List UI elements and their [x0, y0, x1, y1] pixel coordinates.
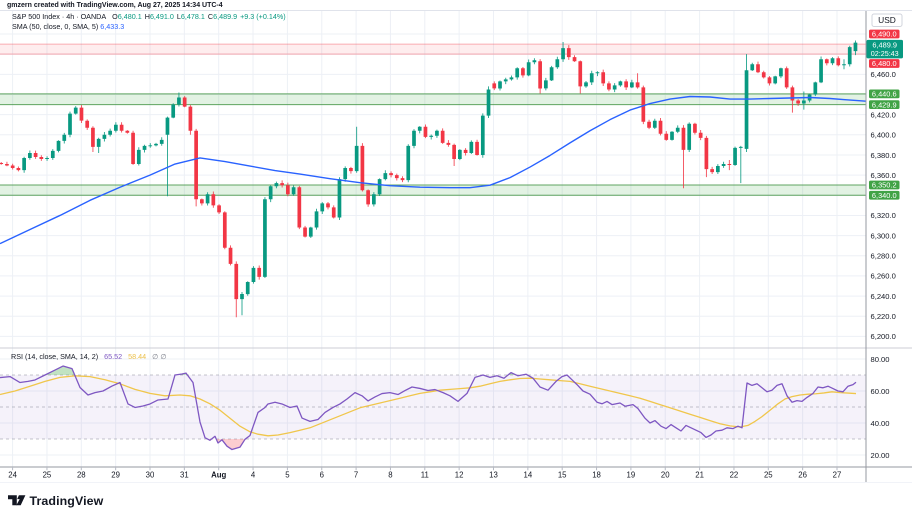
svg-text:60.00: 60.00	[871, 387, 890, 396]
svg-text:80.00: 80.00	[871, 355, 890, 364]
svg-text:6,480.0: 6,480.0	[872, 59, 897, 68]
svg-text:SMA (50, close, 0, SMA, 5) 6,4: SMA (50, close, 0, SMA, 5) 6,433.3	[12, 22, 124, 31]
svg-text:6,350.2: 6,350.2	[872, 181, 897, 190]
svg-text:6,200.0: 6,200.0	[871, 332, 896, 341]
svg-text:20.00: 20.00	[871, 451, 890, 460]
svg-text:21: 21	[695, 471, 704, 480]
svg-text:29: 29	[111, 471, 120, 480]
svg-text:25: 25	[764, 471, 773, 480]
svg-text:27: 27	[833, 471, 842, 480]
svg-text:6,489.9: 6,489.9	[872, 41, 897, 50]
svg-text:6,460.0: 6,460.0	[871, 70, 896, 79]
svg-text:22: 22	[730, 471, 739, 480]
svg-text:6,420.0: 6,420.0	[871, 110, 896, 119]
svg-text:28: 28	[77, 471, 86, 480]
svg-text:19: 19	[627, 471, 636, 480]
svg-text:6,340.0: 6,340.0	[872, 191, 897, 200]
svg-text:6,280.0: 6,280.0	[871, 252, 896, 261]
svg-text:4: 4	[251, 471, 256, 480]
svg-text:gmzern created with TradingVie: gmzern created with TradingView.com, Aug…	[7, 2, 223, 9]
svg-text:6,360.0: 6,360.0	[871, 171, 896, 180]
svg-text:7: 7	[354, 471, 358, 480]
svg-text:TradingView: TradingView	[30, 494, 104, 508]
svg-text:5: 5	[285, 471, 290, 480]
svg-text:31: 31	[180, 471, 189, 480]
svg-text:6,320.0: 6,320.0	[871, 211, 896, 220]
svg-text:USD: USD	[878, 15, 896, 25]
svg-text:RSI (14, close, SMA, 14, 2) 65: RSI (14, close, SMA, 14, 2) 65.52 58.44 …	[11, 352, 167, 361]
svg-text:6,260.0: 6,260.0	[871, 272, 896, 281]
svg-text:24: 24	[8, 471, 17, 480]
svg-text:18: 18	[592, 471, 601, 480]
svg-text:02:25:43: 02:25:43	[871, 49, 899, 58]
svg-text:11: 11	[421, 471, 429, 480]
svg-text:6,300.0: 6,300.0	[871, 231, 896, 240]
svg-text:13: 13	[489, 471, 498, 480]
svg-text:6,240.0: 6,240.0	[871, 292, 896, 301]
svg-text:8: 8	[388, 471, 392, 480]
svg-text:15: 15	[558, 471, 567, 480]
svg-text:6,400.0: 6,400.0	[871, 131, 896, 140]
svg-text:6,429.9: 6,429.9	[872, 100, 897, 109]
svg-text:26: 26	[798, 471, 807, 480]
svg-text:6,440.6: 6,440.6	[872, 90, 897, 99]
svg-text:Aug: Aug	[211, 471, 226, 480]
svg-text:30: 30	[146, 471, 155, 480]
svg-text:6: 6	[320, 471, 324, 480]
svg-text:12: 12	[455, 471, 464, 480]
svg-text:14: 14	[524, 471, 533, 480]
svg-text:6,490.0: 6,490.0	[872, 30, 897, 39]
svg-text:20: 20	[661, 471, 670, 480]
svg-text:25: 25	[43, 471, 52, 480]
svg-text:6,380.0: 6,380.0	[871, 151, 896, 160]
svg-text:6,220.0: 6,220.0	[871, 312, 896, 321]
svg-text:40.00: 40.00	[871, 419, 890, 428]
